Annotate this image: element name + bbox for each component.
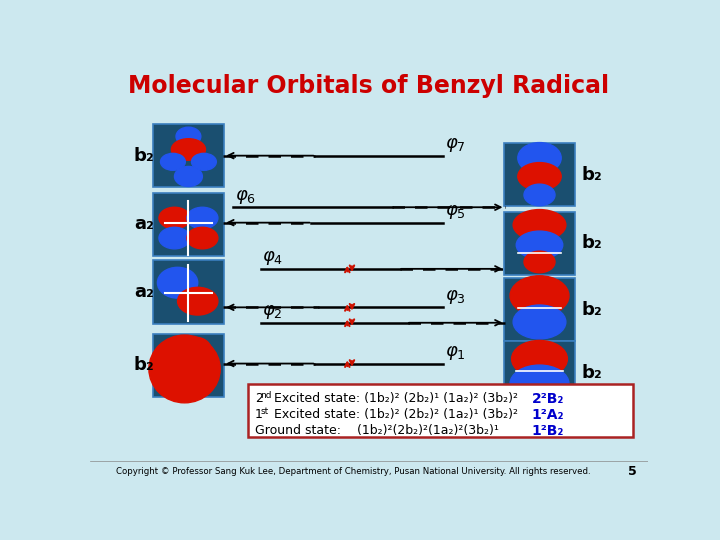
Text: Excited state: (1b₂)² (2b₂)² (1a₂)¹ (3b₂)²: Excited state: (1b₂)² (2b₂)² (1a₂)¹ (3b₂… (270, 408, 526, 421)
Ellipse shape (149, 335, 220, 403)
Text: $\varphi_4$: $\varphi_4$ (262, 249, 283, 267)
Ellipse shape (518, 163, 561, 190)
Text: 5: 5 (628, 465, 637, 478)
Ellipse shape (510, 365, 569, 402)
Text: b₂: b₂ (134, 356, 155, 374)
Ellipse shape (178, 287, 218, 315)
Ellipse shape (174, 166, 202, 186)
Text: Excited state: (1b₂)² (2b₂)¹ (1a₂)² (3b₂)²: Excited state: (1b₂)² (2b₂)¹ (1a₂)² (3b₂… (270, 392, 526, 405)
Ellipse shape (524, 184, 555, 206)
Text: a₂: a₂ (135, 283, 154, 301)
Text: 2: 2 (255, 392, 263, 405)
Text: b₂: b₂ (582, 301, 603, 319)
Text: st: st (261, 408, 269, 416)
Bar (504, 278, 575, 341)
Bar (504, 143, 575, 206)
Ellipse shape (159, 207, 190, 229)
Text: b₂: b₂ (134, 147, 155, 165)
Text: b₂: b₂ (582, 364, 603, 382)
Ellipse shape (176, 127, 201, 146)
Bar (504, 212, 575, 275)
Ellipse shape (159, 227, 190, 249)
Ellipse shape (516, 231, 563, 259)
Ellipse shape (524, 251, 555, 273)
Ellipse shape (513, 305, 566, 339)
Bar (153, 260, 224, 323)
Bar (504, 341, 575, 404)
Ellipse shape (192, 153, 216, 170)
Text: $\varphi_7$: $\varphi_7$ (445, 136, 466, 154)
Text: Ground state:    (1b₂)²(2b₂)²(1a₂)²(3b₂)¹: Ground state: (1b₂)²(2b₂)²(1a₂)²(3b₂)¹ (255, 424, 507, 437)
Text: a₂: a₂ (135, 215, 154, 233)
Text: Copyright © Professor Sang Kuk Lee, Department of Chemistry, Pusan National Univ: Copyright © Professor Sang Kuk Lee, Depa… (116, 467, 591, 476)
Ellipse shape (181, 338, 212, 365)
Text: $\varphi_5$: $\varphi_5$ (445, 203, 466, 221)
Bar (153, 124, 224, 187)
FancyBboxPatch shape (248, 383, 634, 437)
Text: 1: 1 (255, 408, 263, 421)
Text: $\varphi_6$: $\varphi_6$ (235, 188, 256, 206)
Ellipse shape (187, 207, 218, 229)
Ellipse shape (161, 153, 185, 170)
Text: $\varphi_2$: $\varphi_2$ (262, 303, 283, 321)
Text: b₂: b₂ (582, 166, 603, 184)
Ellipse shape (512, 340, 567, 377)
Text: $\varphi_1$: $\varphi_1$ (445, 344, 466, 362)
Text: Molecular Orbitals of Benzyl Radical: Molecular Orbitals of Benzyl Radical (128, 75, 610, 98)
Text: $\varphi_3$: $\varphi_3$ (445, 288, 466, 306)
Ellipse shape (187, 227, 218, 249)
Text: 2²B₂: 2²B₂ (532, 392, 564, 406)
Ellipse shape (158, 267, 198, 298)
Bar (153, 334, 224, 397)
Ellipse shape (513, 210, 566, 240)
Ellipse shape (510, 276, 569, 316)
Bar (153, 193, 224, 256)
Text: nd: nd (261, 392, 272, 400)
Ellipse shape (171, 139, 205, 160)
Ellipse shape (518, 143, 561, 173)
Text: 1²A₂: 1²A₂ (532, 408, 564, 422)
Text: b₂: b₂ (582, 234, 603, 252)
Text: 1²B₂: 1²B₂ (532, 424, 564, 438)
